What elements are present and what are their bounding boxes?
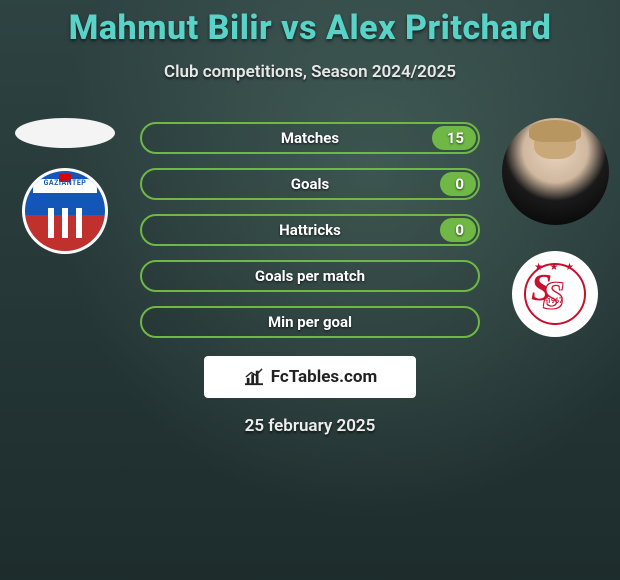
- brand-box[interactable]: FcTables.com: [204, 356, 416, 398]
- left-player-column: GAZIANTEP: [10, 118, 120, 254]
- stat-value-right: 15: [447, 129, 464, 147]
- stat-value-right: 0: [455, 175, 464, 193]
- stat-bar: Goals 0: [140, 168, 480, 200]
- stat-bar: Min per goal: [140, 306, 480, 338]
- club-badge-left: GAZIANTEP: [22, 168, 108, 254]
- page-title: Mahmut Bilir vs Alex Pritchard: [0, 0, 620, 48]
- club-r-letter-front: S: [543, 274, 564, 318]
- stat-label: Goals: [291, 175, 329, 193]
- brand-text: FcTables.com: [271, 367, 377, 387]
- club-badge-right: ★ ★ ★ S S 1967: [512, 251, 598, 337]
- player-right-photo: [502, 118, 609, 225]
- stat-label: Min per goal: [268, 313, 352, 331]
- stat-label: Matches: [281, 129, 339, 147]
- stat-value-right: 0: [455, 221, 464, 239]
- stats-bars: Matches 15 Goals 0 Hattricks 0 Goals per match…: [140, 122, 480, 352]
- stat-label: Hattricks: [279, 221, 341, 239]
- stat-bar: Goals per match: [140, 260, 480, 292]
- season-subtitle: Club competitions, Season 2024/2025: [0, 62, 620, 82]
- club-right-year: 1967: [547, 297, 563, 305]
- chart-icon: [243, 368, 265, 386]
- club-left-name: GAZIANTEP: [25, 179, 105, 187]
- player-left-photo: [15, 118, 115, 148]
- snapshot-date: 25 february 2025: [0, 416, 620, 436]
- stat-bar: Hattricks 0: [140, 214, 480, 246]
- stat-label: Goals per match: [255, 267, 365, 285]
- stat-bar: Matches 15: [140, 122, 480, 154]
- right-player-column: ★ ★ ★ S S 1967: [500, 118, 610, 337]
